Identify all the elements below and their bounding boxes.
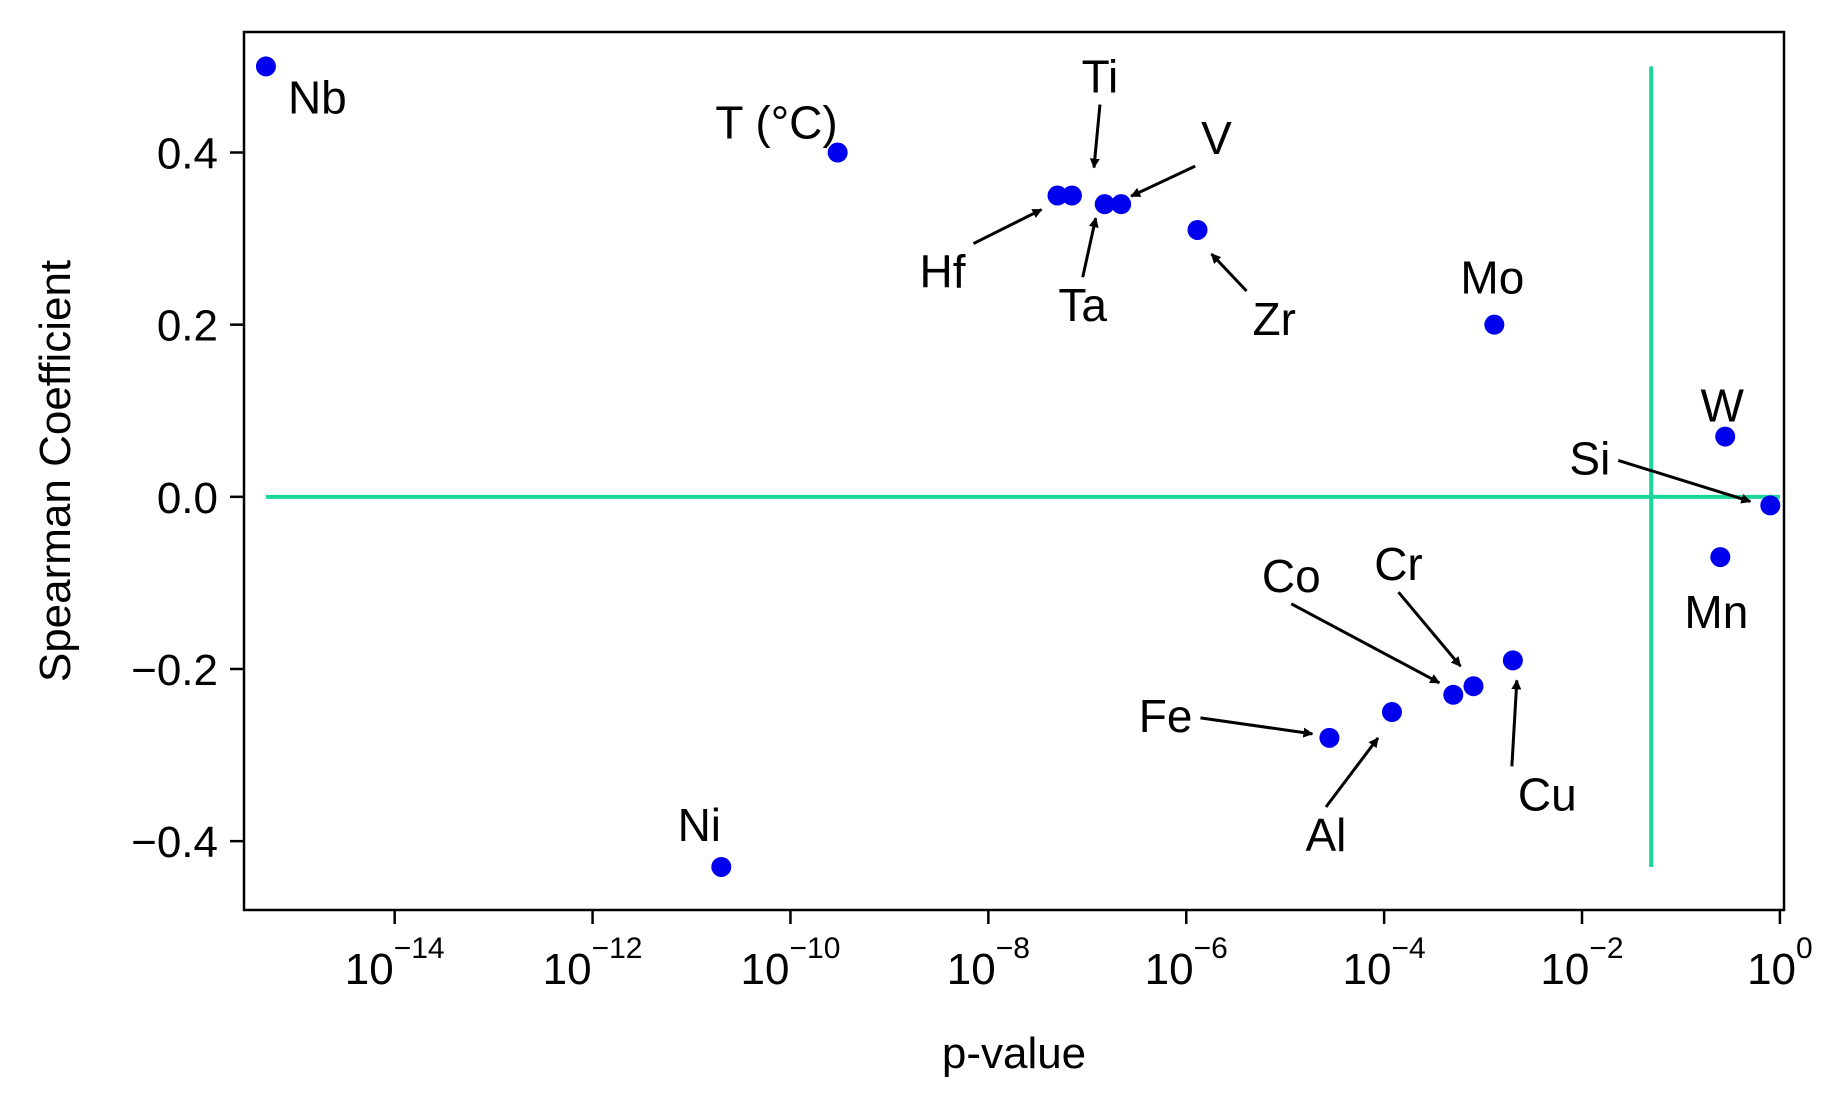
data-point xyxy=(827,142,848,163)
data-point xyxy=(711,856,732,877)
data-point xyxy=(1484,314,1505,335)
x-axis-title: p-value xyxy=(942,1029,1086,1078)
annotation-arrow xyxy=(972,208,1043,245)
y-tick-label: 0.4 xyxy=(157,130,218,179)
x-tick-label: 100 xyxy=(1747,932,1813,994)
x-tick-exponent: −8 xyxy=(996,932,1030,965)
y-tick-label: 0.2 xyxy=(157,302,218,351)
x-tick-exponent: −12 xyxy=(592,932,643,965)
point-label: Si xyxy=(1569,432,1610,484)
x-tick-label: 10−4 xyxy=(1343,932,1426,994)
point-label: Mo xyxy=(1460,252,1524,304)
annotation-arrow xyxy=(1089,104,1102,169)
data-point xyxy=(1047,185,1068,206)
point-label: Ti xyxy=(1082,51,1119,103)
point-label: Nb xyxy=(288,71,347,123)
reference-lines xyxy=(265,66,1780,867)
data-point xyxy=(1187,219,1208,240)
point-label: Cu xyxy=(1518,768,1577,820)
data-points xyxy=(255,56,1781,877)
x-tick-label: 10−12 xyxy=(543,932,643,994)
data-point xyxy=(1094,194,1115,215)
point-label: T (°C) xyxy=(715,97,837,149)
data-point xyxy=(1443,684,1464,705)
data-point xyxy=(1715,426,1736,447)
x-tick-exponent: −10 xyxy=(789,932,840,965)
x-tick-label: 10−6 xyxy=(1145,932,1228,994)
annotation-arrow xyxy=(1210,252,1248,293)
x-tick-exponent: −4 xyxy=(1391,932,1425,965)
data-point xyxy=(1760,495,1781,516)
x-axis: 10−14 10−12 10−10 10−8 10−6 10−4 10−2 100 xyxy=(345,910,1813,994)
annotation-arrow xyxy=(1510,679,1522,767)
data-point xyxy=(1319,727,1340,748)
point-label: Zr xyxy=(1253,293,1296,345)
point-label: Cr xyxy=(1374,538,1423,590)
point-label: Co xyxy=(1262,550,1321,602)
annotation-arrow xyxy=(1200,716,1314,738)
x-tick-label: 10−14 xyxy=(345,932,445,994)
point-label: V xyxy=(1201,112,1232,164)
point-label: Fe xyxy=(1139,690,1193,742)
x-tick-exponent: 0 xyxy=(1796,932,1813,965)
x-tick-label: 10−10 xyxy=(741,932,841,994)
y-axis: 0.4 0.2 0.0 −0.2 −0.4 xyxy=(131,130,244,867)
data-point xyxy=(255,56,276,77)
annotation-arrow xyxy=(1130,164,1196,198)
annotation-arrow xyxy=(1617,458,1752,504)
data-point xyxy=(1061,185,1082,206)
y-tick-label: −0.4 xyxy=(131,818,218,867)
annotation-arrow xyxy=(1081,217,1099,278)
point-label: Hf xyxy=(920,246,966,298)
data-point xyxy=(1463,676,1484,697)
point-annotations: Nb T (°C) Ti Hf Ta V Zr Mo W Si Mn Cr Co Cu Fe Al Ni xyxy=(288,51,1752,861)
plot-frame xyxy=(242,30,1786,912)
y-tick-label: 0.0 xyxy=(157,474,218,523)
annotation-arrow xyxy=(1397,591,1462,668)
point-label: Ta xyxy=(1058,279,1107,331)
x-tick-exponent: −14 xyxy=(394,932,445,965)
data-point xyxy=(1111,194,1132,215)
x-tick-exponent: −6 xyxy=(1194,932,1228,965)
data-point xyxy=(1381,702,1402,723)
point-label: Al xyxy=(1306,809,1347,861)
data-point xyxy=(1710,547,1731,568)
x-tick-label: 10−2 xyxy=(1540,932,1623,994)
x-tick-label: 10−8 xyxy=(947,932,1030,994)
x-tick-exponent: −2 xyxy=(1589,932,1623,965)
point-label: Mn xyxy=(1684,586,1748,638)
y-tick-label: −0.2 xyxy=(131,646,218,695)
annotation-arrow xyxy=(1290,602,1441,685)
point-label: W xyxy=(1700,380,1744,432)
annotation-arrow xyxy=(1324,737,1380,808)
data-point xyxy=(1502,650,1523,671)
y-axis-title: Spearman Coefficient xyxy=(31,260,80,682)
point-label: Ni xyxy=(678,799,721,851)
